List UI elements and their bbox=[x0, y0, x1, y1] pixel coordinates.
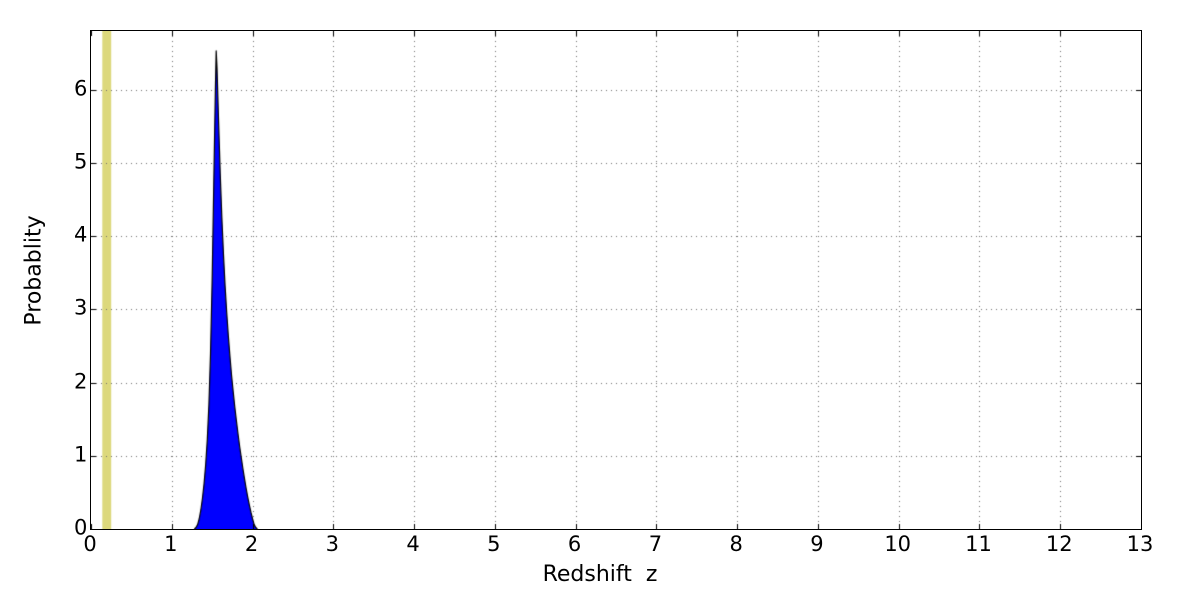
x-tick-label-9: 9 bbox=[810, 532, 824, 556]
y-tick-label-2: 2 bbox=[74, 369, 88, 394]
x-tick-label-11: 11 bbox=[965, 532, 992, 556]
x-tick-label-7: 7 bbox=[648, 532, 663, 556]
x-axis-title: Redshift z bbox=[542, 562, 658, 587]
y-tick-label-5: 5 bbox=[74, 149, 88, 174]
x-tick-label-12: 12 bbox=[1045, 532, 1073, 556]
y-tick-label-3: 3 bbox=[74, 295, 88, 320]
plot-area bbox=[90, 30, 1142, 530]
x-tick-label-2: 2 bbox=[244, 532, 259, 556]
y-axis-title: Probablity bbox=[21, 215, 47, 326]
probability-distribution-plot bbox=[91, 31, 1141, 529]
x-tick-label-0: 0 bbox=[83, 532, 97, 556]
x-tick-label-5: 5 bbox=[487, 532, 501, 556]
x-tick-label-1: 1 bbox=[164, 532, 178, 556]
x-tick-label-6: 6 bbox=[567, 532, 582, 556]
x-tick-label-8: 8 bbox=[729, 532, 743, 556]
x-tick-label-10: 10 bbox=[884, 532, 912, 556]
y-tick-label-6: 6 bbox=[74, 76, 88, 101]
y-tick-label-0: 0 bbox=[74, 515, 88, 540]
x-tick-label-4: 4 bbox=[406, 532, 420, 556]
x-tick-label-13: 13 bbox=[1126, 532, 1154, 556]
y-tick-label-4: 4 bbox=[74, 222, 88, 247]
x-tick-label-3: 3 bbox=[325, 532, 339, 556]
y-tick-label-1: 1 bbox=[74, 442, 88, 467]
